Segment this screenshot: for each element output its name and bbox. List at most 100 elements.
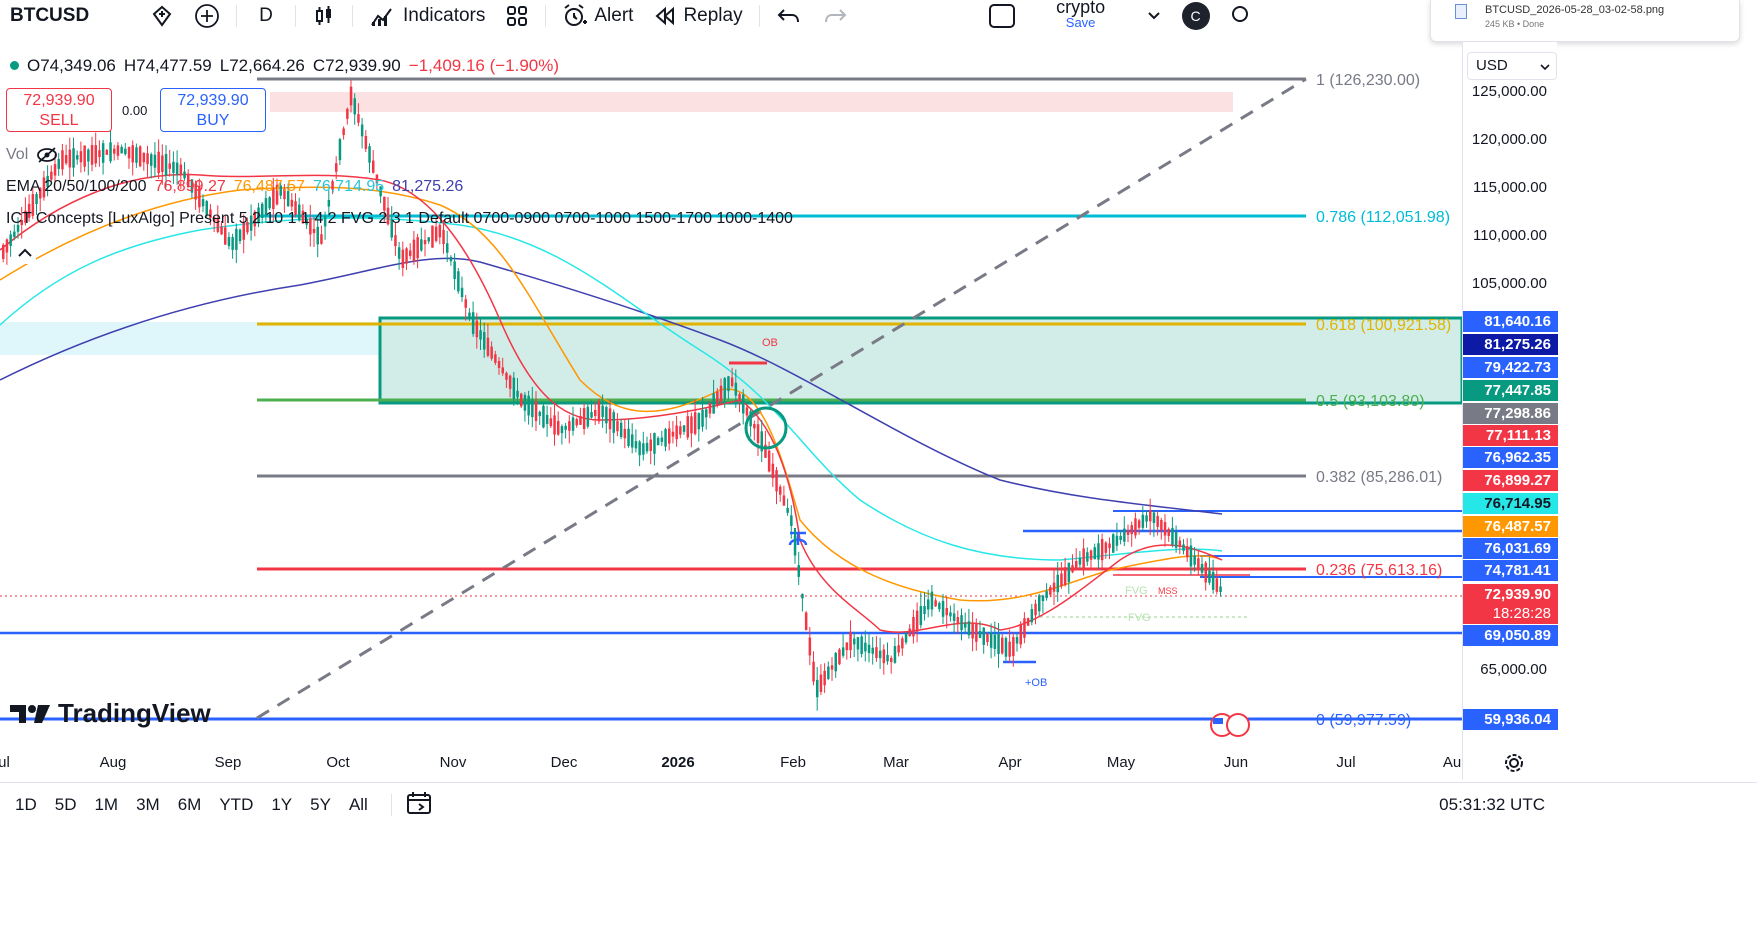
candle-body xyxy=(27,203,31,218)
candle-body xyxy=(716,391,719,406)
candle-body xyxy=(1141,514,1145,528)
candle-body xyxy=(882,649,886,664)
candle-body xyxy=(1008,641,1011,657)
time-tick: Nov xyxy=(439,754,467,771)
eye-off-icon[interactable] xyxy=(36,146,58,164)
candle-body xyxy=(767,450,771,472)
range-5y[interactable]: 5Y xyxy=(310,795,331,814)
candle-body xyxy=(327,199,331,207)
candle-body xyxy=(153,154,157,168)
candle-body xyxy=(941,600,945,617)
ema-title: EMA 20/50/100/200 xyxy=(6,178,147,195)
candle-body xyxy=(1156,515,1159,527)
currency-value: USD xyxy=(1476,57,1508,74)
compare-button[interactable] xyxy=(184,0,230,32)
candle-body xyxy=(1100,538,1104,561)
fib-label: 0.382 (85,286.01) xyxy=(1316,469,1442,486)
favorite-button[interactable] xyxy=(140,0,184,32)
candle-body xyxy=(35,194,38,205)
goto-date-button[interactable] xyxy=(406,791,432,820)
ema-legend[interactable]: EMA 20/50/100/200 76,899.27 76,487.57 76… xyxy=(6,178,463,196)
range-1d[interactable]: 1D xyxy=(15,795,37,814)
clock[interactable]: 05:31:32 UTC xyxy=(1439,795,1545,814)
quick-search-button[interactable] xyxy=(1220,0,1264,32)
layout-name: crypto xyxy=(1056,0,1106,17)
candle-body xyxy=(952,613,956,621)
range-5d[interactable]: 5D xyxy=(54,795,77,814)
symbol-name[interactable]: BTCUSD xyxy=(10,5,90,26)
time-axis[interactable]: ul Aug Sep Oct Nov Dec 2026 Feb Mar Apr … xyxy=(0,748,1462,778)
symbol-search[interactable]: BTCUSD xyxy=(0,0,140,32)
download-notification[interactable]: BTCUSD_2026-05-28_03-02-58.png 245 KB • … xyxy=(1430,0,1740,42)
save-label[interactable]: Save xyxy=(1065,15,1096,30)
price-scale[interactable]: 125,000.00 120,000.00 115,000.00 110,000… xyxy=(1462,42,1558,780)
fvg-label: FVG xyxy=(1125,585,1148,597)
range-6m[interactable]: 6M xyxy=(177,795,202,814)
candle-body xyxy=(1041,595,1045,602)
candle-body xyxy=(915,610,919,632)
undo-button[interactable] xyxy=(766,0,812,32)
candle-body xyxy=(1093,547,1096,560)
alert-button[interactable]: Alert xyxy=(552,0,643,32)
indicators-button[interactable]: Indicators xyxy=(359,0,495,32)
price-label: 79,422.73 xyxy=(1463,357,1558,378)
candle-body xyxy=(61,150,64,170)
range-all[interactable]: All xyxy=(348,795,368,814)
time-tick: Oct xyxy=(326,754,350,771)
candle-body xyxy=(734,382,738,396)
candle-body xyxy=(712,393,715,414)
candle-body xyxy=(405,248,408,264)
candle-body xyxy=(1219,586,1222,593)
replay-button[interactable]: Replay xyxy=(643,0,752,32)
tradingview-logo[interactable]: TradingView xyxy=(8,698,211,729)
candle-body xyxy=(312,228,316,234)
candle-body xyxy=(194,183,197,200)
indicators-icon xyxy=(371,8,392,26)
candle-body xyxy=(919,606,923,626)
indicators-label: Indicators xyxy=(403,5,486,26)
ict-legend[interactable]: ICT Concepts [LuxAlgo] Present 5 2 10 1 … xyxy=(6,210,793,228)
fib-label: 0.236 (75,613.16) xyxy=(1316,562,1442,579)
premium-zone xyxy=(270,92,1233,112)
candle-body xyxy=(113,148,116,154)
interval-button[interactable]: D xyxy=(243,0,289,32)
collapse-legend-button[interactable] xyxy=(14,242,36,264)
avatar[interactable]: C xyxy=(1181,2,1210,30)
range-1y[interactable]: 1Y xyxy=(271,795,293,814)
candle-body xyxy=(212,217,216,222)
candle-body xyxy=(975,623,978,642)
redo-button[interactable] xyxy=(812,0,858,32)
price-chart[interactable]: OB +OB FVG FVG MSS 1 (126,230.00) 0.786 … xyxy=(0,42,1462,790)
candle-body xyxy=(220,226,223,235)
range-3m[interactable]: 3M xyxy=(136,795,160,814)
buy-button[interactable]: 72,939.90 BUY xyxy=(160,88,266,132)
candle-body xyxy=(886,654,889,662)
chart-type-button[interactable] xyxy=(302,0,346,32)
templates-button[interactable] xyxy=(495,0,539,32)
candle-body xyxy=(993,634,997,649)
candle-body xyxy=(120,146,123,154)
volume-legend[interactable]: Vol xyxy=(6,146,58,164)
sell-button[interactable]: 72,939.90 SELL xyxy=(6,88,112,132)
candle-body xyxy=(671,431,675,437)
candle-body xyxy=(971,622,974,639)
layout-save[interactable]: crypto Save xyxy=(1026,0,1136,32)
profile-button[interactable]: C xyxy=(1172,0,1220,32)
market-status-dot xyxy=(10,61,19,70)
price-label: 81,275.26 xyxy=(1463,334,1558,355)
candle-body xyxy=(46,175,49,188)
chart-settings-button[interactable] xyxy=(1503,752,1525,779)
candle-body xyxy=(527,395,530,416)
currency-select[interactable]: USD xyxy=(1467,52,1557,80)
range-ytd[interactable]: YTD xyxy=(219,795,254,814)
range-1m[interactable]: 1M xyxy=(94,795,119,814)
price-label: 81,640.16 xyxy=(1463,311,1558,332)
candle-body xyxy=(708,403,712,414)
fullscreen-button[interactable] xyxy=(978,0,1026,32)
layout-menu-button[interactable] xyxy=(1136,0,1172,32)
candle-body xyxy=(697,413,701,430)
candle-body xyxy=(597,400,601,422)
candle-body xyxy=(427,237,430,242)
candle-body xyxy=(542,405,545,428)
candle-body xyxy=(1145,515,1148,522)
